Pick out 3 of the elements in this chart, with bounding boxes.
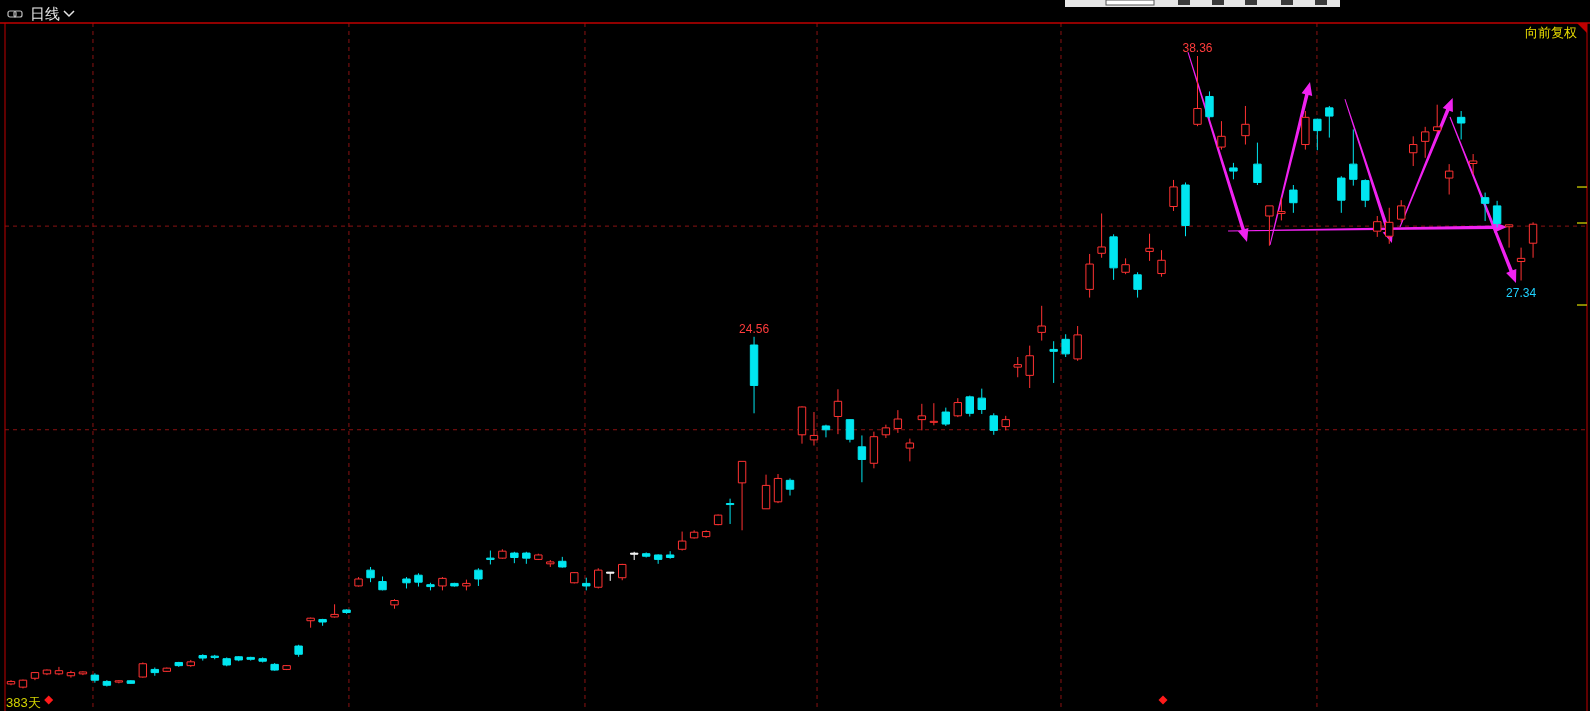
title: 日线 [30, 5, 60, 22]
note: 383天 [6, 695, 41, 710]
note: 向前复权 [1525, 25, 1577, 40]
